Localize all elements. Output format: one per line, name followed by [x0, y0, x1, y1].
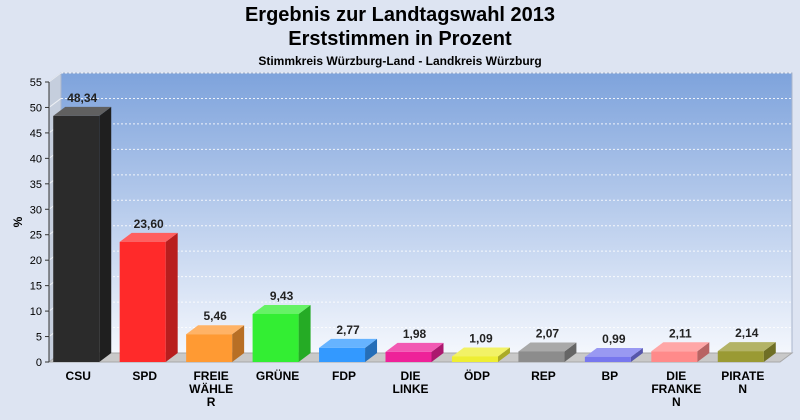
chart-subtitle: Erststimmen in Prozent	[288, 28, 512, 50]
bar-value-label: 48,34	[67, 91, 97, 105]
bar-side	[564, 342, 577, 362]
bar-top	[119, 232, 178, 242]
x-tick-label: PIRATE N	[721, 369, 764, 396]
bar-top	[53, 106, 112, 116]
bar	[319, 347, 366, 362]
bar	[385, 351, 432, 362]
y-tick-label: 10	[30, 306, 42, 318]
y-tick-label: 55	[30, 77, 42, 89]
chart-title: Ergebnis zur Landtagswahl 2013	[244, 4, 556, 26]
x-tick-label: FDP	[332, 369, 356, 383]
bar-value-label: 9,43	[270, 289, 294, 303]
bar-value-label: 23,60	[134, 217, 164, 231]
bar	[252, 313, 299, 362]
bar-top	[651, 342, 710, 352]
bar-top	[584, 347, 643, 357]
bar-value-label: 5,46	[203, 309, 227, 323]
x-tick-label: SPD	[132, 369, 157, 383]
gridline-side	[48, 72, 62, 83]
x-tick-label: REP	[531, 369, 556, 383]
bar-value-label: 1,98	[403, 327, 427, 341]
bar-top	[385, 342, 444, 352]
x-tick-label: ÖDP	[464, 368, 490, 383]
bar-value-label: 2,07	[536, 326, 560, 340]
bar-top	[186, 325, 245, 335]
y-tick-label: 15	[30, 281, 42, 293]
bar	[584, 356, 631, 362]
bar	[119, 241, 166, 362]
chart-back-wall	[60, 72, 793, 354]
y-tick-label: 20	[30, 255, 42, 267]
bar-value-label: 1,09	[469, 331, 493, 345]
bar-value-label: 0,99	[602, 332, 626, 346]
x-tick-label: DIE LINKE	[393, 369, 429, 396]
y-tick-label: 35	[30, 179, 42, 191]
x-tick-label: GRÜNE	[256, 368, 299, 383]
y-tick-label: 45	[30, 128, 42, 140]
bar-side	[497, 347, 510, 362]
bar	[518, 351, 565, 362]
bar-value-label: 2,77	[336, 323, 360, 337]
bar-top	[252, 304, 311, 314]
y-tick-label: 25	[30, 230, 42, 242]
x-tick-label: BP	[602, 369, 619, 383]
bar-value-label: 2,11	[669, 326, 692, 340]
bar-side	[232, 325, 245, 362]
chart-region-subtitle: Stimmkreis Würzburg-Land - Landkreis Wür…	[258, 54, 542, 68]
bar	[717, 351, 764, 362]
x-tick-label: CSU	[66, 369, 91, 383]
bar-top	[451, 347, 510, 357]
bar	[53, 115, 100, 362]
bar-side	[431, 342, 444, 362]
bar-side	[630, 347, 643, 362]
y-tick-label: 0	[36, 357, 42, 369]
y-tick-label: 5	[36, 332, 42, 344]
x-tick-label: DIE FRANKE N	[651, 369, 701, 409]
x-tick-label: FREIE WÄHLE R	[189, 369, 233, 409]
y-tick-label: 30	[30, 204, 42, 216]
bar-side	[99, 106, 112, 362]
y-tick-label: 40	[30, 153, 42, 165]
bar-value-label: 2,14	[735, 326, 759, 340]
bar-side	[763, 342, 776, 362]
bar-side	[365, 338, 378, 362]
bar-top	[518, 342, 577, 352]
bar	[186, 334, 233, 362]
y-axis-label: %	[11, 216, 25, 227]
bar-top	[319, 338, 378, 348]
y-tick-label: 50	[30, 102, 42, 114]
bar	[451, 356, 498, 362]
bar-side	[697, 342, 710, 362]
bar	[651, 351, 698, 362]
bar-side	[298, 304, 311, 362]
bar-side	[165, 232, 178, 362]
gridline-side	[48, 98, 62, 108]
bar-top	[717, 342, 776, 352]
